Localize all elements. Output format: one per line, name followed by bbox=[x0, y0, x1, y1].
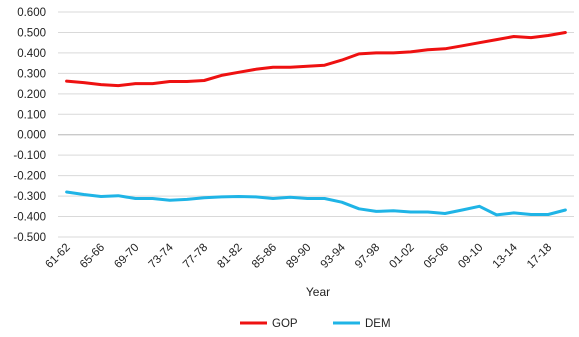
y-tick-label: -0.200 bbox=[13, 171, 46, 183]
x-axis-title: Year bbox=[306, 285, 330, 299]
x-tick-label: 89-90 bbox=[284, 242, 313, 271]
x-tick-label: 97-98 bbox=[353, 242, 382, 271]
x-tick-label: 09-10 bbox=[456, 242, 485, 271]
series-line-gop bbox=[65, 31, 567, 88]
y-tick-label: 0.600 bbox=[17, 7, 46, 19]
y-axis-tick-labels: 0.600 0.500 0.400 0.300 0.200 0.100 0.000 -0.10… bbox=[13, 7, 46, 244]
y-tick-label: 0.100 bbox=[17, 109, 46, 121]
x-tick-label: 85-86 bbox=[250, 242, 279, 271]
x-tick-label: 77-78 bbox=[181, 242, 210, 271]
x-tick-label: 13-14 bbox=[491, 241, 521, 271]
y-tick-label: 0.300 bbox=[17, 68, 46, 80]
series-line-dem bbox=[65, 190, 567, 217]
x-tick-label: 61-62 bbox=[43, 242, 72, 271]
y-tick-label: 0.000 bbox=[17, 130, 46, 142]
x-tick-label: 93-94 bbox=[319, 241, 349, 271]
gridlines bbox=[58, 11, 574, 238]
x-tick-label: 73-74 bbox=[147, 241, 177, 271]
y-tick-label: -0.400 bbox=[13, 212, 46, 224]
y-tick-label: 0.200 bbox=[17, 89, 46, 101]
x-tick-label: 05-06 bbox=[422, 242, 451, 271]
y-tick-label: -0.300 bbox=[13, 191, 46, 203]
y-tick-label: -0.500 bbox=[13, 232, 46, 244]
legend-label-dem: DEM bbox=[365, 318, 391, 330]
legend-label-gop: GOP bbox=[272, 318, 298, 330]
x-axis-tick-labels: 61-62 65-66 69-70 73-74 77-78 81-82 85-86 89-90… bbox=[43, 241, 554, 271]
legend: GOP DEM bbox=[240, 318, 391, 330]
series-lines bbox=[65, 31, 567, 217]
x-tick-label: 65-66 bbox=[78, 242, 107, 271]
x-tick-label: 69-70 bbox=[112, 242, 141, 271]
y-tick-label: -0.100 bbox=[13, 150, 46, 162]
y-tick-label: 0.400 bbox=[17, 48, 46, 60]
x-tick-label: 17-18 bbox=[525, 242, 554, 271]
x-tick-label: 81-82 bbox=[215, 242, 244, 271]
y-tick-label: 0.500 bbox=[17, 27, 46, 39]
x-tick-label: 01-02 bbox=[387, 242, 416, 271]
